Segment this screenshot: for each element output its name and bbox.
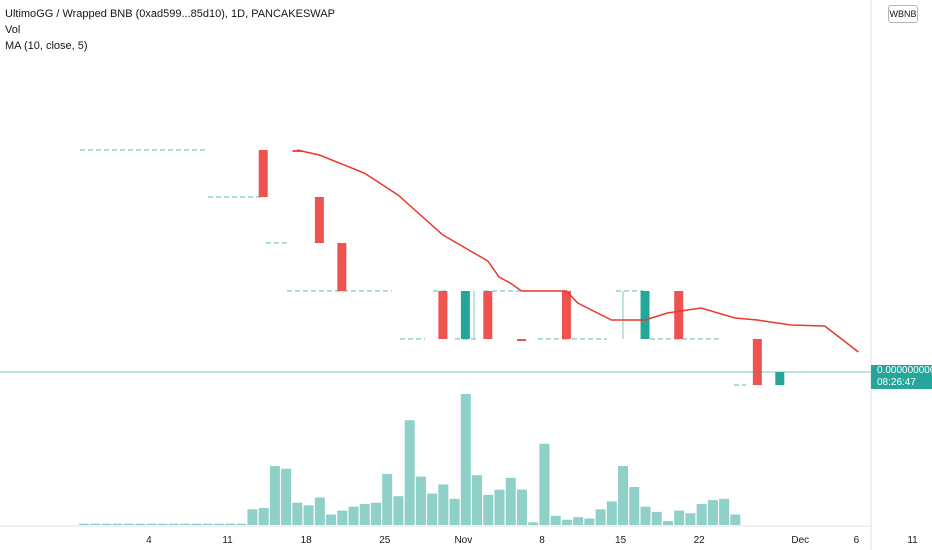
candle	[517, 339, 527, 341]
volume-bar	[629, 487, 640, 525]
volume-bar	[370, 502, 381, 525]
last-price-label: 0.0000000000 08:26:47	[871, 365, 932, 389]
candle	[292, 150, 302, 152]
chart-legend: UltimoGG / Wrapped BNB (0xad599...85d10)…	[5, 6, 335, 54]
volume-bar	[157, 523, 168, 525]
volume-bar	[393, 496, 404, 525]
x-tick-label: 4	[146, 535, 152, 546]
volume-bar	[213, 523, 224, 525]
candle	[258, 150, 268, 197]
volume-bar	[191, 523, 202, 525]
volume-bar	[539, 443, 550, 525]
volume-bar	[719, 498, 730, 525]
x-tick-label: Dec	[791, 535, 809, 546]
volume-bar	[561, 519, 572, 525]
volume-bar	[281, 468, 292, 525]
volume-bar	[584, 518, 595, 525]
volume-bar	[269, 466, 280, 525]
volume-bar	[573, 517, 584, 525]
volume-bar	[326, 514, 337, 525]
candle	[438, 291, 448, 339]
volume-bar	[236, 523, 247, 525]
volume-bar	[112, 523, 123, 525]
volume-bar	[123, 523, 134, 525]
volume-bar	[640, 506, 651, 525]
volume-bar	[359, 504, 370, 525]
x-tick-label: 11	[907, 535, 918, 546]
volume-bar	[674, 510, 685, 525]
volume-bar	[292, 502, 303, 525]
volume-bar	[258, 507, 269, 525]
volume-bar	[505, 477, 516, 525]
moving-average	[296, 149, 859, 353]
volume-bar	[427, 493, 438, 525]
volume-bar	[224, 523, 235, 525]
volume-indicator-label[interactable]: Vol	[5, 24, 21, 36]
volume-bar	[247, 509, 258, 525]
volume-bar	[528, 522, 539, 525]
currency-badge[interactable]: WBNB	[888, 5, 918, 23]
candle	[775, 372, 785, 385]
volume-bar	[516, 489, 527, 525]
volume-bar	[550, 515, 561, 525]
candle	[483, 291, 493, 339]
volume-bar	[685, 513, 696, 525]
x-tick-label: 6	[854, 535, 860, 546]
candle	[674, 291, 684, 339]
volume-bar	[595, 509, 606, 525]
volume-bar	[146, 523, 157, 525]
volume-bar	[348, 506, 359, 525]
candles	[258, 150, 785, 385]
volume-bar	[404, 420, 415, 525]
volume-bar	[662, 521, 673, 525]
candle	[460, 291, 470, 339]
volume-bar	[135, 523, 146, 525]
volume-bar	[730, 514, 741, 525]
x-tick-label: 25	[379, 535, 391, 546]
volume-bar	[438, 484, 449, 525]
ma-indicator-label[interactable]: MA (10, close, 5)	[5, 40, 88, 52]
volume-bar	[449, 498, 460, 525]
volume-bar	[483, 494, 494, 525]
volume-bar	[79, 523, 89, 525]
volume-bars	[79, 394, 741, 525]
x-tick-label: 18	[301, 535, 313, 546]
volume-bar	[168, 523, 179, 525]
volume-bar	[202, 523, 213, 525]
symbol-title[interactable]: UltimoGG / Wrapped BNB (0xad599...85d10)…	[5, 8, 335, 20]
volume-bar	[707, 500, 718, 525]
x-tick-label: 11	[222, 535, 233, 546]
volume-bar	[382, 473, 393, 525]
candle	[640, 291, 650, 339]
volume-bar	[303, 505, 314, 525]
volume-bar	[460, 394, 471, 525]
ma-line	[296, 149, 859, 353]
volume-bar	[180, 523, 191, 525]
volume-bar	[314, 497, 325, 525]
volume-bar	[606, 501, 617, 525]
x-tick-label: 15	[615, 535, 627, 546]
gap-lines	[80, 149, 746, 386]
volume-bar	[696, 504, 707, 525]
candle	[561, 291, 571, 339]
volume-bar	[651, 511, 662, 525]
volume-bar	[337, 510, 348, 525]
x-tick-label: Nov	[454, 535, 472, 546]
volume-bar	[472, 475, 483, 525]
candle	[314, 197, 324, 243]
x-tick-label: 22	[694, 535, 706, 546]
candle	[337, 243, 347, 291]
bar-countdown: 08:26:47	[877, 377, 916, 388]
volume-bar	[494, 489, 505, 525]
volume-bar	[618, 466, 629, 525]
volume-bar	[415, 476, 426, 525]
x-tick-label: 8	[539, 535, 545, 546]
candle	[752, 339, 762, 385]
volume-bar	[101, 523, 112, 525]
last-price-value: 0.0000000000	[877, 365, 932, 376]
volume-bar	[90, 523, 101, 525]
